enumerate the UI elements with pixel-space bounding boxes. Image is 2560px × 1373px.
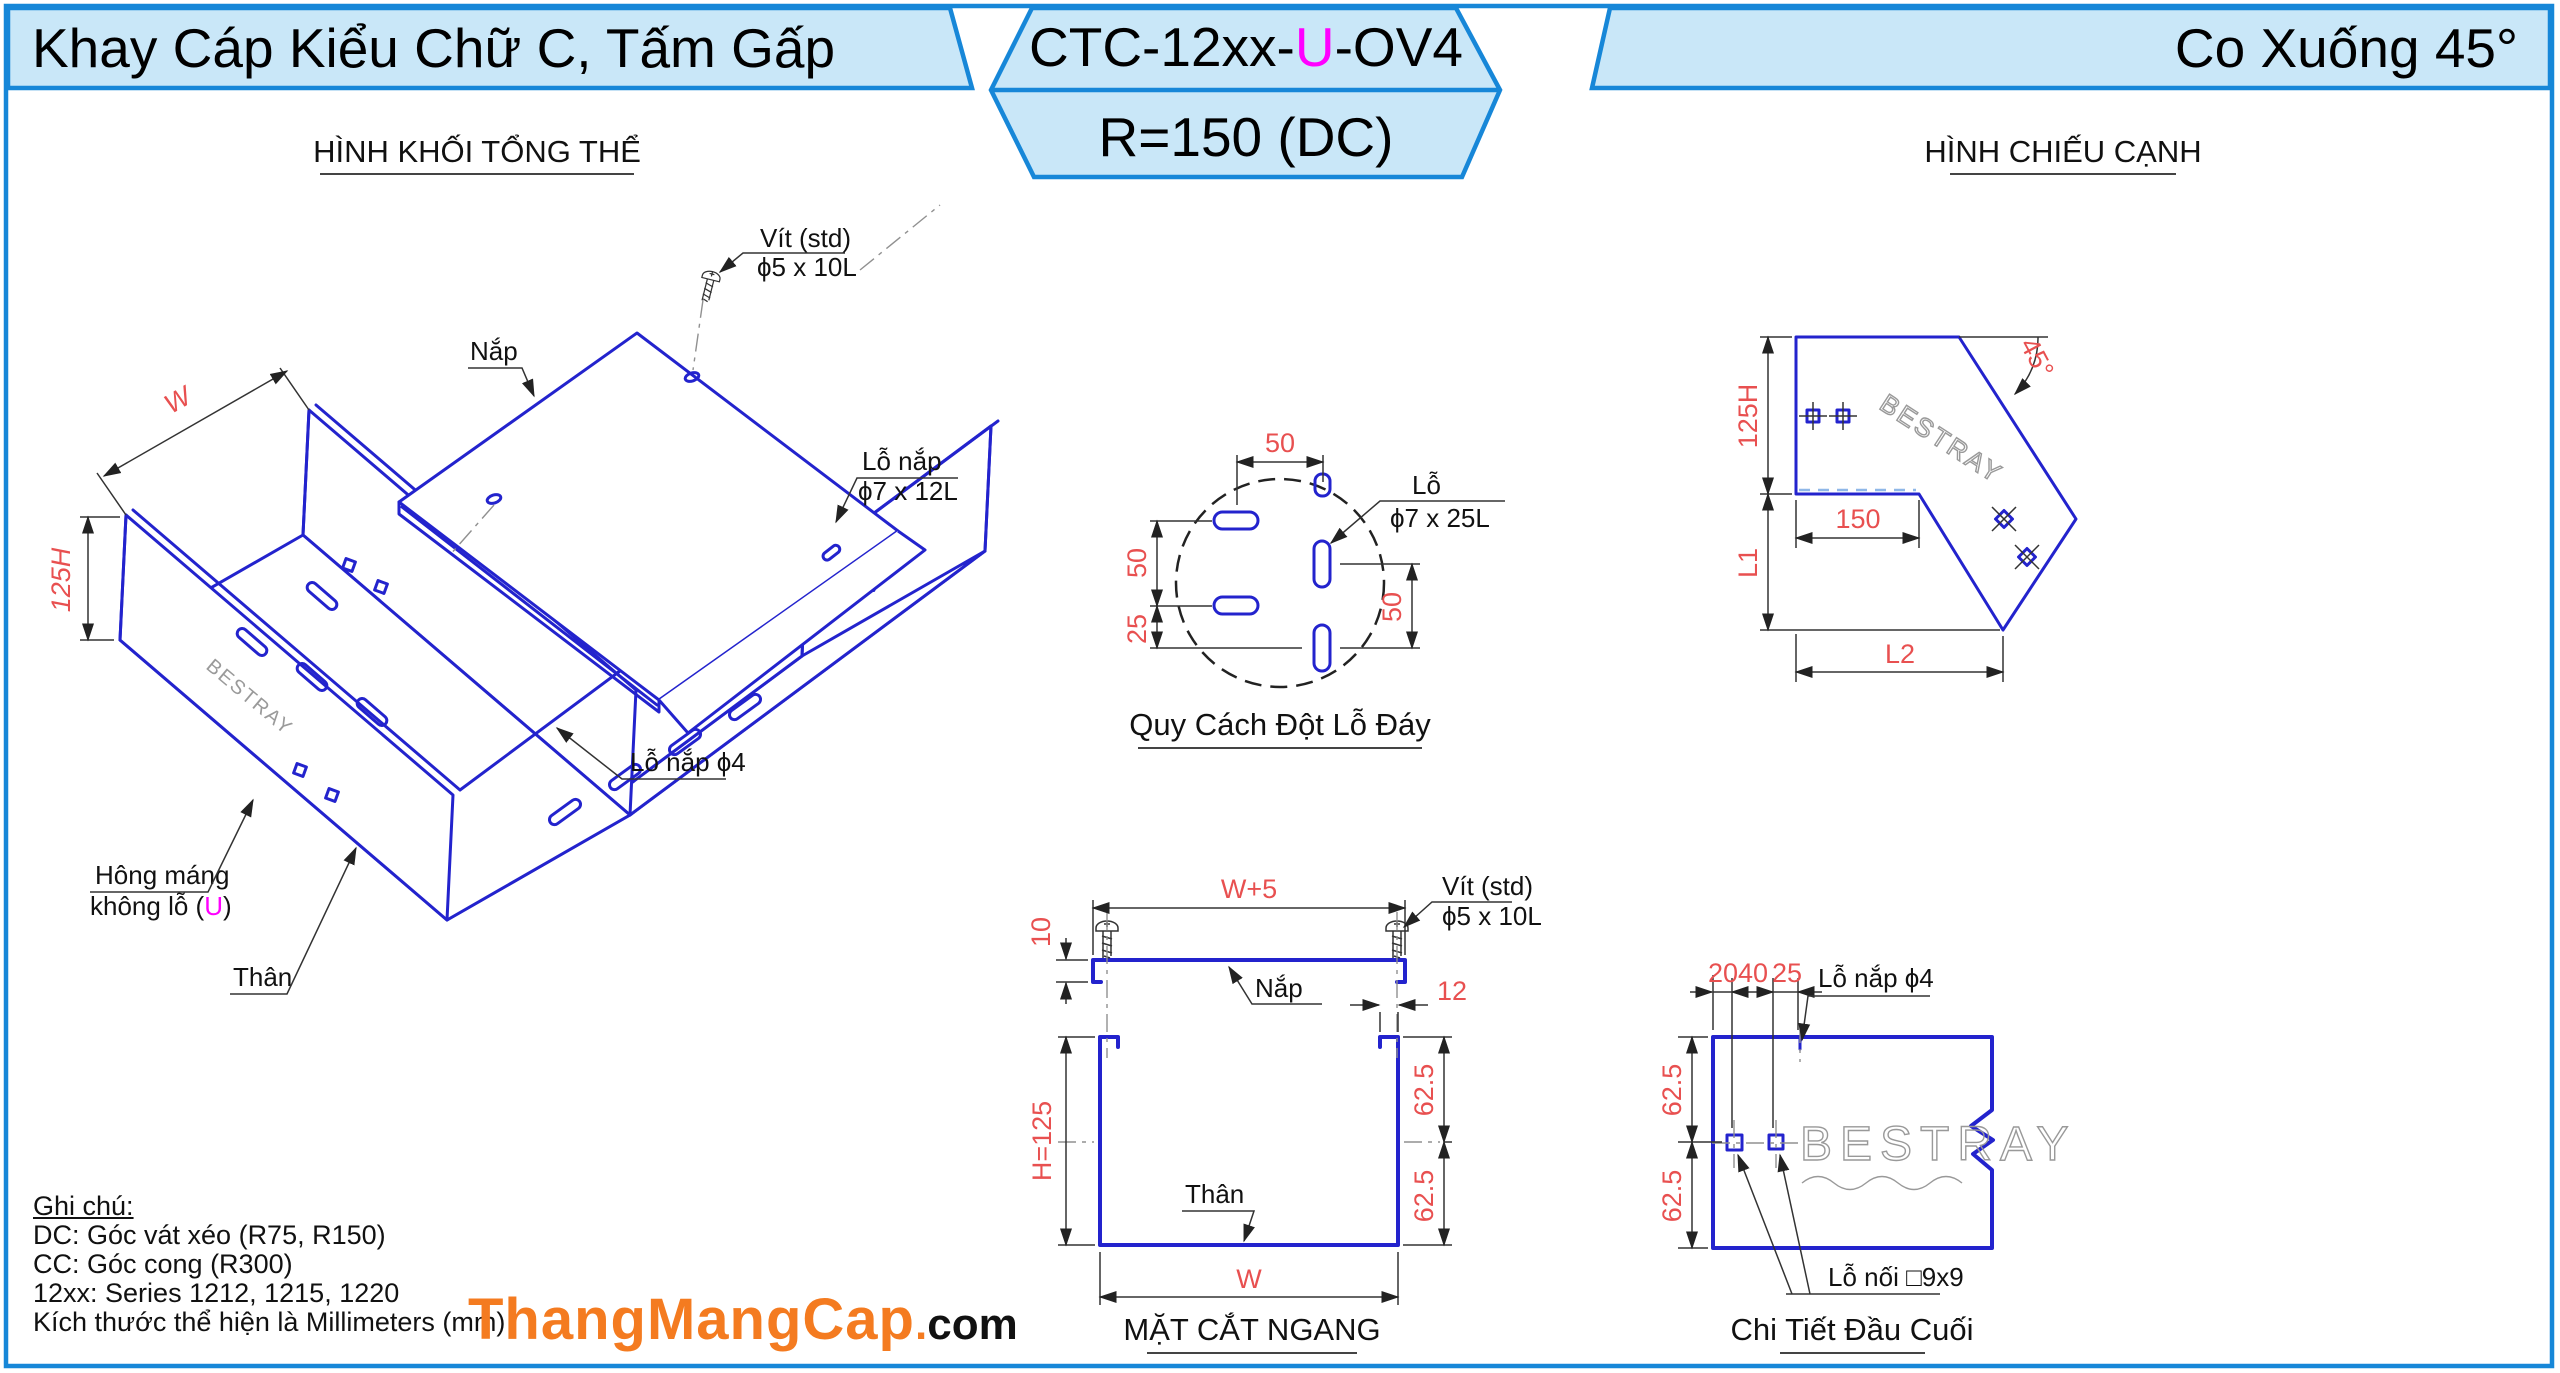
side-dim-l2: L2 bbox=[1885, 639, 1915, 669]
punch-view-title: Quy Cách Đột Lỗ Đáy bbox=[1129, 707, 1431, 742]
header-banner: Khay Cáp Kiểu Chữ C, Tấm Gấp CTC-12xx-U-… bbox=[5, 5, 2553, 180]
end-label-joint-hole: Lỗ nối □9x9 bbox=[1828, 1262, 1964, 1292]
iso-label-cover: Nắp bbox=[470, 336, 518, 366]
end-dim-25: 25 bbox=[1772, 958, 1802, 988]
iso-screw bbox=[695, 268, 722, 304]
note-line: CC: Góc cong (R300) bbox=[33, 1249, 293, 1279]
section-label-body: Thân bbox=[1185, 1179, 1244, 1209]
iso-floor-slots bbox=[235, 580, 763, 827]
iso-body-end-edges bbox=[118, 408, 993, 658]
product-radius: R=150 (DC) bbox=[1099, 106, 1394, 168]
punch-hole-label: Lỗ ϕ7 x 25L bbox=[1329, 470, 1505, 544]
punch-label-hole: Lỗ bbox=[1412, 470, 1441, 500]
end-dim-62a: 62.5 bbox=[1657, 1064, 1687, 1117]
section-dimensions: W+5 10 12 H=125 62.5 62.5 W bbox=[1026, 874, 1467, 1305]
iso-centerline-3 bbox=[859, 204, 941, 271]
section-dim-w5: W+5 bbox=[1221, 874, 1277, 904]
section-view-title: MẶT CẮT NGANG bbox=[1123, 1311, 1380, 1347]
side-dim-angle: 45° bbox=[2014, 333, 2060, 383]
iso-label-screw-1: Vít (std) bbox=[760, 223, 851, 253]
iso-label-side-1: Hông máng bbox=[95, 860, 229, 890]
section-dim-10: 10 bbox=[1026, 917, 1056, 947]
isometric-view: HÌNH KHỐI TỔNG THỂ bbox=[46, 133, 1000, 995]
sheet-title-left: Khay Cáp Kiểu Chữ C, Tấm Gấp bbox=[32, 17, 835, 79]
brand-logo: ThangMangCap. com bbox=[468, 1286, 1018, 1353]
iso-centerline-1 bbox=[692, 299, 704, 371]
section-labels: Vít (std) ϕ5 x 10L Nắp Thân bbox=[1182, 871, 1542, 1243]
cross-section-view: W+5 10 12 H=125 62.5 62.5 W Vít (std) ϕ5… bbox=[1026, 871, 1542, 1354]
end-watermark-underline bbox=[1801, 1175, 1963, 1191]
sheet-title-right: Co Xuống 45° bbox=[2175, 17, 2518, 79]
punch-dim-left-b: 25 bbox=[1122, 614, 1152, 644]
note-line: Kích thước thể hiện là Millimeters (mm) bbox=[33, 1307, 506, 1337]
punch-label-hole-spec: ϕ7 x 25L bbox=[1390, 503, 1490, 533]
note-line: DC: Góc vát xéo (R75, R150) bbox=[33, 1220, 386, 1250]
section-dim-62b: 62.5 bbox=[1409, 1170, 1439, 1223]
side-dimensions: 45° 125H L1 150 L2 bbox=[1733, 333, 2060, 682]
section-label-screw-2: ϕ5 x 10L bbox=[1442, 901, 1542, 931]
end-dim-62b: 62.5 bbox=[1657, 1170, 1687, 1223]
section-cover-profile bbox=[1091, 958, 1407, 984]
end-dim-20: 20 bbox=[1708, 958, 1738, 988]
iso-label-cover-hole-1: Lỗ nắp bbox=[862, 446, 942, 476]
punch-dim-top: 50 bbox=[1265, 428, 1295, 458]
end-dim-40: 40 bbox=[1738, 958, 1768, 988]
punch-slots bbox=[1212, 472, 1332, 673]
header-right-band bbox=[1589, 5, 2553, 91]
iso-label-cover-hole-2: ϕ7 x 12L bbox=[858, 476, 958, 506]
iso-labels: Vít (std) ϕ5 x 10L Nắp Lỗ nắp ϕ7 x 12L L… bbox=[90, 223, 958, 995]
iso-cover bbox=[397, 331, 927, 735]
end-label-cover-hole: Lỗ nắp ϕ4 bbox=[1818, 963, 1934, 993]
section-screw-centerlines bbox=[1106, 912, 1398, 1058]
iso-dim-w: W bbox=[159, 380, 198, 420]
punch-dim-left-a: 50 bbox=[1122, 548, 1152, 578]
section-label-screw-1: Vít (std) bbox=[1442, 871, 1533, 901]
section-body-profile bbox=[1098, 1035, 1400, 1247]
side-dim-h: 125H bbox=[1733, 384, 1763, 449]
iso-dim-h: 125H bbox=[46, 547, 76, 612]
iso-label-side-2: không lỗ (U) bbox=[90, 891, 232, 921]
side-holes bbox=[1799, 402, 2040, 570]
side-watermark: BESTRAY bbox=[1875, 388, 2009, 490]
section-dim-62a: 62.5 bbox=[1409, 1064, 1439, 1117]
end-labels: Lỗ nắp ϕ4 Lỗ nối □9x9 bbox=[1737, 963, 1964, 1295]
product-code: CTC-12xx-U-OV4 bbox=[1029, 16, 1463, 78]
side-view-title: HÌNH CHIẾU CẠNH bbox=[1924, 134, 2201, 169]
iso-label-screw-2: ϕ5 x 10L bbox=[757, 252, 857, 282]
punch-detail-circle bbox=[1174, 477, 1386, 689]
section-dim-w: W bbox=[1236, 1264, 1262, 1294]
end-plate-outline bbox=[1711, 1035, 1995, 1250]
notes-block: Ghi chú: DC: Góc vát xéo (R75, R150) CC:… bbox=[33, 1192, 505, 1337]
header-left-band bbox=[5, 5, 975, 91]
side-dim-150: 150 bbox=[1835, 504, 1880, 534]
brand-logo-tld: com bbox=[927, 1300, 1018, 1349]
notes-heading: Ghi chú: bbox=[33, 1191, 134, 1221]
end-watermark: BESTRAY bbox=[1800, 1118, 2077, 1171]
end-dimensions: 20 40 25 62.5 62.5 bbox=[1657, 958, 1822, 1250]
end-detail-view: BESTRAY 20 40 25 62.5 62.5 Lỗ nắp ϕ4 Lỗ … bbox=[1657, 958, 2077, 1354]
punch-dim-right: 50 bbox=[1377, 592, 1407, 622]
side-projection-view: HÌNH CHIẾU CẠNH BESTRAY 45° 125H L1 150 bbox=[1733, 134, 2202, 682]
punch-dimensions: 50 50 25 50 bbox=[1122, 428, 1420, 650]
section-label-cover: Nắp bbox=[1255, 973, 1303, 1003]
end-view-title: Chi Tiết Đầu Cuối bbox=[1731, 1312, 1974, 1347]
end-holes bbox=[1712, 1025, 1802, 1168]
iso-label-cover-hole4: Lỗ nắp ϕ4 bbox=[630, 747, 746, 777]
section-dim-h: H=125 bbox=[1027, 1101, 1057, 1181]
note-line: 12xx: Series 1212, 1215, 1220 bbox=[33, 1278, 400, 1308]
punch-pattern-view: 50 50 25 50 Lỗ ϕ7 x 25L Quy Cách Đột Lỗ … bbox=[1122, 428, 1505, 749]
side-dim-l1: L1 bbox=[1733, 548, 1763, 578]
brand-logo-main: ThangMangCap bbox=[468, 1287, 915, 1352]
iso-label-body: Thân bbox=[233, 962, 292, 992]
iso-view-title: HÌNH KHỐI TỔNG THỂ bbox=[313, 133, 641, 169]
brand-logo-dot: . bbox=[914, 1300, 928, 1349]
section-dim-12: 12 bbox=[1437, 976, 1467, 1006]
iso-centerline-2 bbox=[448, 504, 495, 557]
